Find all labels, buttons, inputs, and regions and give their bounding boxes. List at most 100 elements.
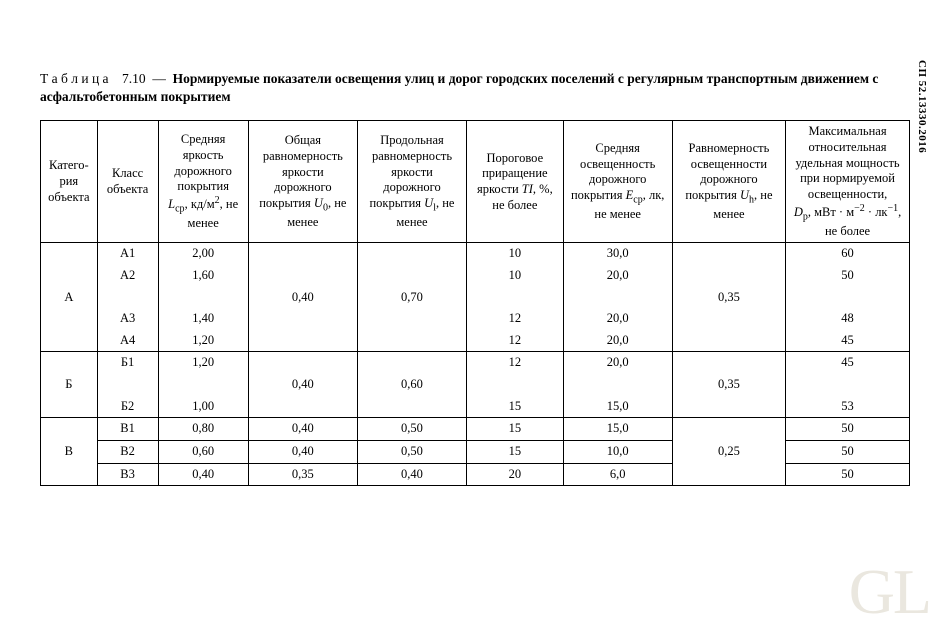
h4sym: U <box>424 196 433 210</box>
h2a: Средняя яркость дорожного покрытия <box>174 132 231 193</box>
cell-Uh: 0,35 <box>672 243 785 352</box>
cell-D: 53 <box>786 396 910 418</box>
cell-Ul: 0,70 <box>357 243 466 352</box>
cell-TI: 10 <box>467 265 564 287</box>
h6sub: ср <box>633 195 642 206</box>
cell-U0: 0,40 <box>248 352 357 418</box>
cell-E: 20,0 <box>563 330 672 352</box>
cell-TI: 12 <box>467 308 564 330</box>
cell-category: Б <box>41 352 98 418</box>
cell-L: 1,20 <box>158 352 248 374</box>
cell-TI: 12 <box>467 330 564 352</box>
cell-class: В3 <box>97 463 158 486</box>
cell-class: В2 <box>97 440 158 463</box>
h7sym: U <box>740 188 749 202</box>
cell-category: А <box>41 243 98 352</box>
cell-TI: 15 <box>467 418 564 441</box>
cell-class: А1 <box>97 243 158 265</box>
cell-TI: 20 <box>467 463 564 486</box>
cell-Ul: 0,60 <box>357 352 466 418</box>
cell-L: 0,60 <box>158 440 248 463</box>
cell-class <box>97 374 158 396</box>
cell-U0: 0,40 <box>248 243 357 352</box>
h8sup1: −2 <box>854 203 865 214</box>
col-illuminance-uniformity: Равномерность освещенности дорожного пок… <box>672 121 785 243</box>
cell-D: 60 <box>786 243 910 265</box>
cell-U0: 0,40 <box>248 418 357 441</box>
cell-L: 2,00 <box>158 243 248 265</box>
cell-Ul: 0,40 <box>357 463 466 486</box>
cell-Uh: 0,25 <box>672 418 785 486</box>
caption-prefix: Т а б л и ц а <box>40 71 109 86</box>
h5sym: TI <box>522 182 533 196</box>
table-row: А А1 2,00 0,40 0,70 10 30,0 0,35 60 <box>41 243 910 265</box>
cell-L <box>158 374 248 396</box>
cell-D: 50 <box>786 418 910 441</box>
cell-class: А2 <box>97 265 158 287</box>
cell-L: 1,60 <box>158 265 248 287</box>
cell-L: 0,80 <box>158 418 248 441</box>
cell-E: 6,0 <box>563 463 672 486</box>
h8a: Максимальная относительная удельная мощн… <box>795 124 899 201</box>
cell-class: Б2 <box>97 396 158 418</box>
cell-D: 45 <box>786 352 910 374</box>
cell-TI: 15 <box>467 440 564 463</box>
col-threshold-increment: Пороговое приращение яркости TI, %, не б… <box>467 121 564 243</box>
cell-D: 50 <box>786 440 910 463</box>
h2sub: ср <box>175 203 184 214</box>
table-row: В В1 0,80 0,40 0,50 15 15,0 0,25 50 <box>41 418 910 441</box>
cell-D: 50 <box>786 463 910 486</box>
cell-E: 15,0 <box>563 396 672 418</box>
col-longitudinal-uniformity: Продольная равномерность яркости дорожно… <box>357 121 466 243</box>
cell-TI: 10 <box>467 243 564 265</box>
lighting-standards-table: Катего- рия объекта Класс объекта Средня… <box>40 120 910 486</box>
cell-D: 45 <box>786 330 910 352</box>
cell-TI: 15 <box>467 396 564 418</box>
h8sup2: −1 <box>888 203 899 214</box>
cell-D <box>786 287 910 309</box>
col-category-text: Катего- рия объекта <box>48 158 89 203</box>
cell-U0: 0,40 <box>248 440 357 463</box>
cell-E <box>563 287 672 309</box>
table-body: А А1 2,00 0,40 0,70 10 30,0 0,35 60 А2 1… <box>41 243 910 486</box>
h8sym: D <box>794 205 803 219</box>
cell-D <box>786 374 910 396</box>
h3sym: U <box>314 196 323 210</box>
col-specific-power: Максимальная относительная удельная мощн… <box>786 121 910 243</box>
cell-Ul: 0,50 <box>357 440 466 463</box>
cell-L <box>158 287 248 309</box>
cell-L: 1,20 <box>158 330 248 352</box>
col-overall-uniformity: Общая равномерность яркости дорожного по… <box>248 121 357 243</box>
cell-class: В1 <box>97 418 158 441</box>
col-avg-illuminance: Средняя освещенность дорожного покрытия … <box>563 121 672 243</box>
table-row: Б Б1 1,20 0,40 0,60 12 20,0 0,35 45 <box>41 352 910 374</box>
cell-class: А4 <box>97 330 158 352</box>
cell-D: 48 <box>786 308 910 330</box>
caption-dash: — <box>152 71 166 86</box>
col-class-text: Класс объекта <box>107 166 148 196</box>
cell-E: 20,0 <box>563 265 672 287</box>
document-id: СП 52.13330.2016 <box>916 60 928 153</box>
cell-TI <box>467 374 564 396</box>
cell-Uh: 0,35 <box>672 352 785 418</box>
h2unit: , кд/м <box>185 197 215 211</box>
col-category: Катего- рия объекта <box>41 121 98 243</box>
cell-E: 20,0 <box>563 352 672 374</box>
col-class: Класс объекта <box>97 121 158 243</box>
page: СП 52.13330.2016 Т а б л и ц а 7.10 — Но… <box>0 0 940 506</box>
table-header-row: Катего- рия объекта Класс объекта Средня… <box>41 121 910 243</box>
cell-class <box>97 287 158 309</box>
cell-TI <box>467 287 564 309</box>
cell-TI: 12 <box>467 352 564 374</box>
cell-category: В <box>41 418 98 486</box>
cell-E: 20,0 <box>563 308 672 330</box>
cell-L: 0,40 <box>158 463 248 486</box>
cell-E: 15,0 <box>563 418 672 441</box>
table-caption: Т а б л и ц а 7.10 — Нормируемые показат… <box>40 70 910 106</box>
cell-Ul: 0,50 <box>357 418 466 441</box>
cell-L: 1,40 <box>158 308 248 330</box>
col-avg-luminance: Средняя яркость дорожного покрытия Lср, … <box>158 121 248 243</box>
h8mid: · лк <box>865 205 888 219</box>
cell-E: 10,0 <box>563 440 672 463</box>
cell-class: А3 <box>97 308 158 330</box>
